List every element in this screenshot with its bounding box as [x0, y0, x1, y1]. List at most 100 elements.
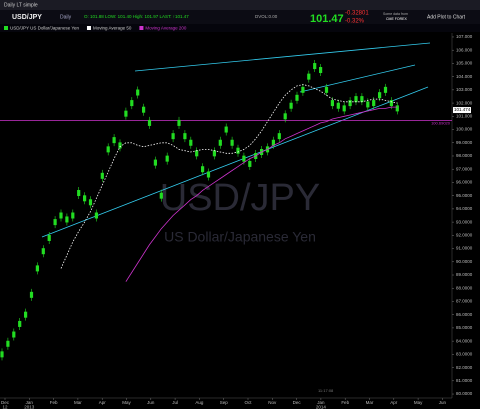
- source: Some data from: [383, 12, 408, 16]
- y-tick-label: 87.0000: [456, 299, 473, 304]
- x-tick-label: May: [414, 400, 423, 405]
- reference-label: 100.69020: [431, 120, 451, 125]
- y-tick-label: 89.0000: [456, 272, 473, 277]
- x-tick-label: Sep: [220, 400, 229, 405]
- x-year-label: 12: [2, 405, 8, 409]
- candle: [212, 150, 216, 157]
- candle: [142, 106, 146, 113]
- candle: [360, 96, 364, 103]
- candle: [100, 172, 104, 179]
- y-tick-label: 105.000: [456, 61, 473, 66]
- x-tick-label: Jan: [26, 400, 34, 405]
- last-price: 101.47: [310, 13, 344, 25]
- legend-swatch: [4, 26, 8, 30]
- change: -0.32801: [345, 11, 369, 17]
- candle: [112, 137, 116, 144]
- legend-label: Moving Average 50: [93, 25, 132, 30]
- candle: [153, 159, 157, 166]
- candle: [165, 155, 169, 162]
- dvol: DVOL:0.00: [255, 14, 278, 19]
- candle: [342, 105, 346, 112]
- legend-label: Moving Average 200: [145, 25, 186, 30]
- x-year-label: 2014: [316, 405, 327, 409]
- x-tick-label: Jul: [172, 400, 178, 405]
- candle: [118, 142, 122, 149]
- x-tick-label: May: [122, 400, 131, 405]
- candle: [83, 195, 87, 202]
- candle: [242, 155, 246, 162]
- candle: [94, 212, 98, 219]
- candle: [177, 119, 181, 126]
- y-tick-label: 93.0000: [456, 219, 473, 224]
- candle: [195, 150, 199, 157]
- watermark: US Dollar/Japanese Yen: [164, 229, 316, 245]
- time: 11:17:08: [318, 388, 334, 393]
- y-tick-label: 100.000: [456, 127, 473, 132]
- candle: [59, 212, 63, 219]
- candle: [319, 67, 323, 74]
- candle: [206, 171, 211, 178]
- x-tick-label: Jan: [317, 400, 325, 405]
- x-tick-label: Feb: [50, 400, 58, 405]
- y-tick-label: 104.000: [456, 74, 473, 79]
- candle: [124, 110, 128, 117]
- x-year-label: 2013: [24, 405, 35, 409]
- candle: [35, 265, 39, 272]
- y-tick-label: 85.0000: [456, 325, 473, 330]
- candle: [248, 160, 252, 167]
- y-tick-label: 86.0000: [456, 312, 473, 317]
- candle: [395, 105, 399, 112]
- candle: [183, 133, 187, 140]
- legend-swatch: [139, 26, 144, 30]
- x-tick-label: Feb: [341, 400, 349, 405]
- candle: [201, 166, 205, 173]
- y-tick-label: 98.0000: [456, 153, 473, 158]
- candle: [313, 63, 317, 70]
- candle: [29, 291, 34, 298]
- x-tick-label: Dec: [1, 400, 10, 405]
- last-tag-label: 101.474: [454, 107, 471, 112]
- change-pct: -0.32%: [345, 19, 365, 25]
- x-tick-label: Apr: [390, 400, 398, 405]
- add-plot[interactable]: Add Plot to Chart: [427, 14, 466, 20]
- candle: [283, 113, 287, 120]
- legend-bar: [0, 24, 480, 32]
- candle: [224, 126, 228, 133]
- candle: [65, 216, 69, 223]
- candle: [383, 86, 388, 93]
- candle: [372, 100, 376, 107]
- candle: [336, 102, 340, 109]
- x-tick-label: Dec: [293, 400, 302, 405]
- y-tick-label: 88.0000: [456, 285, 473, 290]
- candle: [136, 89, 140, 96]
- candle: [230, 139, 234, 146]
- candle: [53, 219, 57, 226]
- candle: [324, 86, 329, 93]
- candle: [77, 190, 81, 197]
- y-tick-label: 101.000: [456, 114, 473, 119]
- candle: [171, 133, 175, 140]
- candle: [354, 96, 358, 103]
- last-tag: [453, 107, 471, 114]
- y-tick-label: 95.0000: [456, 193, 473, 198]
- x-tick-label: Oct: [244, 400, 252, 405]
- candle: [47, 234, 51, 241]
- y-tick-label: 99.0000: [456, 140, 473, 145]
- quote: O: 101.88 LOW: 101.40 High: 101.97 LAST:…: [84, 14, 189, 19]
- x-tick-label: Mar: [366, 400, 374, 405]
- candle: [147, 119, 152, 126]
- interval[interactable]: Daily: [60, 14, 72, 20]
- symbol[interactable]: USD/JPY: [12, 14, 42, 21]
- legend-swatch: [86, 26, 91, 30]
- y-tick-label: 97.0000: [456, 166, 473, 171]
- candle: [330, 100, 334, 107]
- toolbar-title: Daily LT simple: [4, 2, 38, 8]
- candle: [307, 73, 311, 80]
- y-tick-label: 103.000: [456, 87, 473, 92]
- candle: [6, 340, 10, 347]
- y-tick-label: 82.0000: [456, 365, 473, 370]
- y-tick-label: 81.0000: [456, 378, 473, 383]
- candle: [378, 92, 382, 99]
- candle: [236, 147, 240, 154]
